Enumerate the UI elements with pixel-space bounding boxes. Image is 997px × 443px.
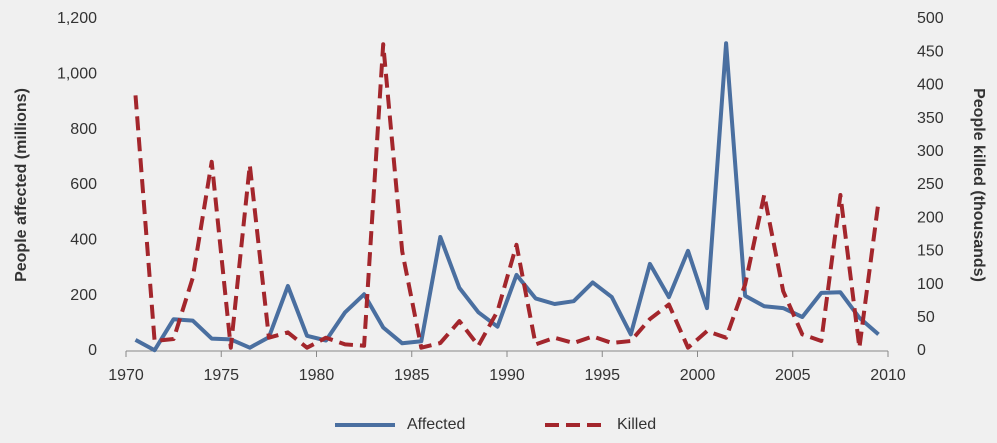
y2-tick-label: 0 bbox=[917, 342, 926, 359]
y2-tick-label: 200 bbox=[917, 209, 944, 226]
x-tick-label: 1980 bbox=[299, 367, 335, 384]
line-series bbox=[133, 42, 881, 350]
y2-tick-label: 150 bbox=[917, 243, 944, 260]
y2-tick-label: 450 bbox=[917, 43, 944, 60]
x-tick-label: 1970 bbox=[108, 367, 144, 384]
x-tick-label: 2000 bbox=[680, 367, 716, 384]
y-tick-label: 800 bbox=[70, 121, 97, 138]
y-tick-label: 1,000 bbox=[57, 66, 97, 83]
y2-tick-label: 500 bbox=[917, 10, 944, 27]
y2-axis-title: People killed (thousands) bbox=[970, 88, 987, 282]
y-tick-label: 0 bbox=[88, 342, 97, 359]
y-axis-title: People affected (millions) bbox=[13, 88, 30, 282]
y-tick-label: 1,200 bbox=[57, 10, 97, 27]
y2-tick-label: 250 bbox=[917, 176, 944, 193]
legend-label: Killed bbox=[617, 416, 656, 433]
y2-tick-label: 300 bbox=[917, 143, 944, 160]
line-series bbox=[134, 41, 880, 353]
y-tick-label: 400 bbox=[70, 232, 97, 249]
y2-tick-label: 400 bbox=[917, 77, 944, 94]
y2-tick-label: 100 bbox=[917, 276, 944, 293]
y2-tick-label: 50 bbox=[917, 309, 935, 326]
x-tick-label: 2005 bbox=[775, 367, 811, 384]
x-tick-label: 1985 bbox=[394, 367, 430, 384]
x-tick-label: 1990 bbox=[489, 367, 525, 384]
y-tick-label: 600 bbox=[70, 176, 97, 193]
legend-label: Affected bbox=[407, 416, 465, 433]
y-tick-label: 200 bbox=[70, 287, 97, 304]
x-tick-label: 1995 bbox=[584, 367, 620, 384]
y2-tick-label: 350 bbox=[917, 110, 944, 127]
x-tick-label: 2010 bbox=[870, 367, 906, 384]
x-tick-label: 1975 bbox=[203, 367, 239, 384]
